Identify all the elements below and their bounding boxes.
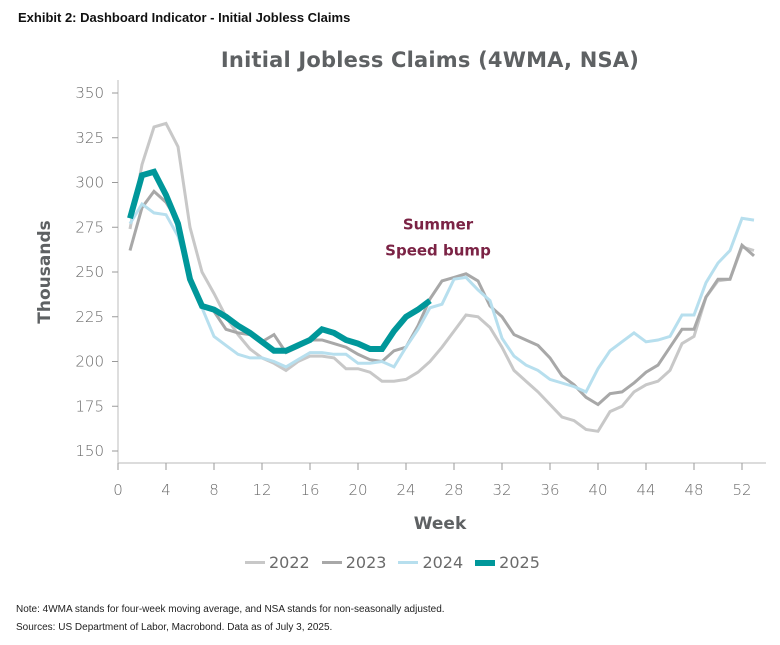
series-line-2022 [128, 121, 755, 433]
series-line-2024 [128, 201, 755, 394]
annotation-line: Speed bump [385, 242, 491, 260]
chart-title: Initial Jobless Claims (4WMA, NSA) [220, 48, 640, 72]
legend-swatch [398, 561, 419, 564]
y-axis-title: Thousands [35, 220, 55, 323]
y-tick-label: 350 [75, 84, 104, 102]
legend-swatch [321, 561, 342, 564]
x-tick-label: 40 [588, 481, 607, 499]
y-tick-label: 225 [75, 308, 104, 326]
y-tick-label: 250 [75, 263, 104, 281]
series-line-2023 [128, 189, 755, 407]
legend-item-2025: 2025 [475, 553, 540, 572]
x-axis-title: Week [414, 514, 467, 534]
legend-item-2022: 2022 [245, 553, 310, 572]
x-tick-label: 28 [444, 481, 463, 499]
exhibit-title: Exhibit 2: Dashboard Indicator - Initial… [18, 10, 351, 25]
sources-note: Sources: US Department of Labor, Macrobo… [16, 622, 333, 633]
y-tick-label: 300 [75, 174, 104, 192]
legend-item-2024: 2024 [398, 553, 463, 572]
x-tick-label: 12 [252, 481, 271, 499]
x-tick-label: 24 [396, 481, 415, 499]
y-tick-label: 150 [75, 442, 104, 460]
legend-swatch [475, 559, 496, 566]
x-tick-label: 20 [348, 481, 367, 499]
legend-label: 2023 [345, 553, 387, 572]
y-tick-label: 175 [75, 397, 104, 415]
x-tick-label: 36 [540, 481, 559, 499]
x-tick-label: 52 [732, 481, 751, 499]
y-tick-label: 275 [75, 218, 104, 236]
annotation-line: Summer [403, 216, 474, 234]
x-tick-label: 8 [209, 481, 219, 499]
y-ticks: 150 175 200 225 250 275 300 325 350 [75, 84, 118, 460]
legend-swatch [245, 561, 265, 564]
x-tick-label: 4 [161, 481, 171, 499]
y-tick-label: 200 [75, 353, 104, 371]
axes [117, 80, 766, 464]
series-group [127, 121, 755, 433]
legend-label: 2024 [422, 553, 464, 572]
x-tick-label: 48 [684, 481, 703, 499]
series-line-2025 [127, 168, 432, 354]
x-tick-label: 44 [636, 481, 655, 499]
footnote: Note: 4WMA stands for four-week moving a… [16, 604, 445, 615]
legend-item-2023: 2023 [321, 553, 387, 572]
annotation-summer-speed-bump: Summer Speed bump [385, 216, 491, 260]
x-ticks: 0 4 8 12 16 20 24 28 32 36 40 44 48 52 [113, 463, 752, 499]
legend: 2022 2023 2024 2025 [245, 553, 540, 572]
y-tick-label: 325 [75, 129, 104, 147]
x-tick-label: 32 [492, 481, 511, 499]
x-tick-label: 16 [300, 481, 319, 499]
legend-label: 2022 [269, 553, 310, 572]
legend-label: 2025 [499, 553, 540, 572]
x-tick-label: 0 [113, 481, 123, 499]
